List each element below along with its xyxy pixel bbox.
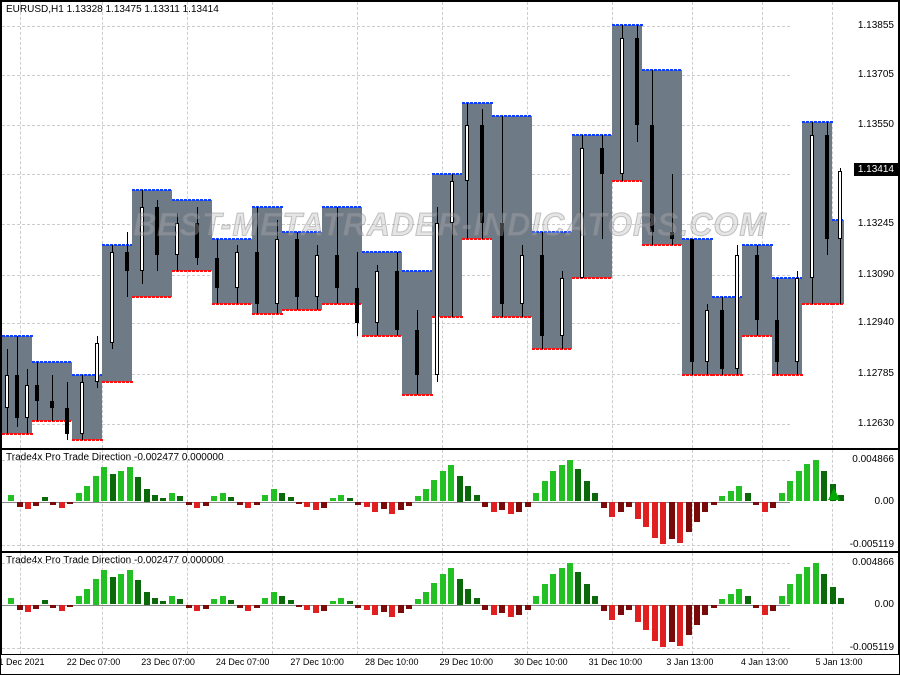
arrow-up-icon [828, 488, 840, 500]
price-chart-panel[interactable]: EURUSD,H1 1.13328 1.13475 1.13311 1.1341… [1, 1, 899, 449]
indicator-panel-2[interactable]: Trade4x Pro Trade Direction -0.002477 0.… [1, 552, 899, 655]
price-yaxis: 1.126301.127851.129401.130901.132451.134… [844, 2, 898, 448]
indicator-panel-1[interactable]: Trade4x Pro Trade Direction -0.002477 0.… [1, 449, 899, 552]
indicator1-area[interactable] [2, 450, 844, 551]
chart-window: EURUSD,H1 1.13328 1.13475 1.13311 1.1341… [0, 0, 900, 675]
indicator1-yaxis: -0.0051190.000.004866 [844, 450, 898, 551]
indicator2-area[interactable] [2, 553, 844, 654]
current-price-tag: 1.13414 [854, 163, 898, 176]
indicator2-yaxis: -0.0051190.000.004866 [844, 553, 898, 654]
price-chart-area[interactable] [2, 2, 844, 448]
time-axis: 21 Dec 202122 Dec 07:0023 Dec 07:0024 De… [1, 655, 899, 675]
indicator1-title: Trade4x Pro Trade Direction -0.002477 0.… [6, 452, 224, 463]
symbol-title: EURUSD,H1 1.13328 1.13475 1.13311 1.1341… [6, 4, 219, 15]
indicator2-title: Trade4x Pro Trade Direction -0.002477 0.… [6, 555, 224, 566]
